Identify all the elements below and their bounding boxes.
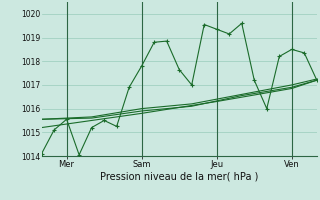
X-axis label: Pression niveau de la mer( hPa ): Pression niveau de la mer( hPa ) [100,172,258,182]
